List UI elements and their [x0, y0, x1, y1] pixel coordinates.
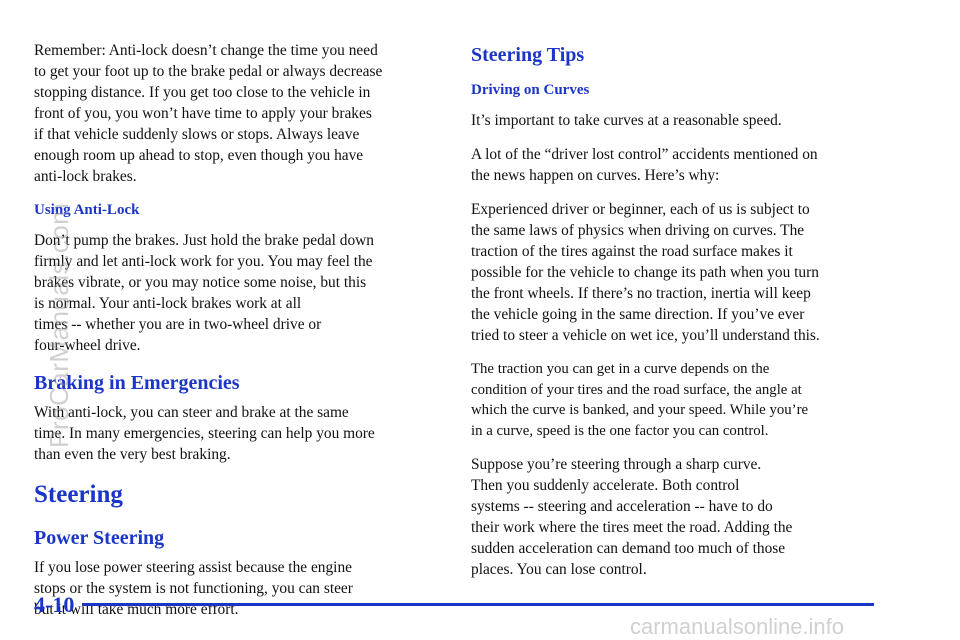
- braking-emergencies-heading: Braking in Emergencies: [34, 372, 240, 394]
- driving-on-curves-heading: Driving on Curves: [471, 82, 590, 98]
- footer-rule: [82, 603, 874, 606]
- steering-tips-heading: Steering Tips: [471, 44, 585, 66]
- curves-paragraph-2: A lot of the “driver lost control” accid…: [471, 146, 818, 184]
- using-antilock-heading: Using Anti-Lock: [34, 202, 140, 218]
- power-steering-heading: Power Steering: [34, 527, 165, 549]
- steering-heading: Steering: [34, 481, 123, 508]
- using-antilock-paragraph: Don’t pump the brakes. Just hold the bra…: [34, 232, 374, 354]
- watermark-procarmanuals: ProCarManuals.com: [44, 202, 74, 448]
- left-column: Remember: Anti-lock doesn’t change the t…: [34, 40, 439, 633]
- curves-paragraph-1: It’s important to take curves at a reaso…: [471, 112, 782, 129]
- curves-paragraph-3: Experienced driver or beginner, each of …: [471, 201, 820, 344]
- intro-paragraph: Remember: Anti-lock doesn’t change the t…: [34, 42, 383, 185]
- right-column: Steering Tips Driving on Curves It’s imp…: [471, 40, 883, 593]
- watermark-carmanualsonline: carmanualsonline.info: [630, 614, 845, 639]
- curves-paragraph-4: The traction you can get in a curve depe…: [471, 361, 809, 439]
- braking-emergencies-paragraph: With anti-lock, you can steer and brake …: [34, 404, 375, 463]
- power-steering-paragraph: If you lose power steering assist becaus…: [34, 559, 353, 618]
- curves-paragraph-5: Suppose you’re steering through a sharp …: [471, 456, 793, 578]
- page-number: 4-10: [34, 592, 75, 617]
